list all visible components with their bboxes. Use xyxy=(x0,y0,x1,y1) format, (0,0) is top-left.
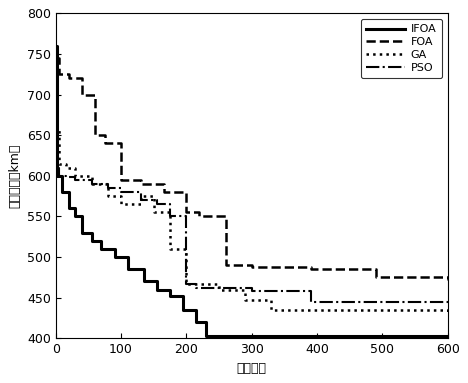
FOA xyxy=(183,210,189,214)
GA xyxy=(445,310,451,314)
FOA xyxy=(53,56,58,60)
Legend: IFOA, FOA, GA, PSO: IFOA, FOA, GA, PSO xyxy=(361,19,442,79)
FOA xyxy=(249,265,255,269)
PSO xyxy=(63,175,68,180)
IFOA xyxy=(54,173,60,178)
IFOA xyxy=(66,206,72,211)
GA xyxy=(118,202,124,206)
PSO xyxy=(167,214,173,219)
PSO xyxy=(53,165,58,170)
PSO xyxy=(118,190,124,194)
GA xyxy=(242,298,248,302)
IFOA xyxy=(180,308,186,312)
FOA xyxy=(197,214,202,219)
PSO xyxy=(193,286,199,290)
FOA xyxy=(102,141,108,146)
GA xyxy=(151,210,157,214)
PSO xyxy=(73,178,78,182)
GA xyxy=(73,173,78,178)
GA xyxy=(138,194,144,198)
FOA xyxy=(161,190,166,194)
IFOA xyxy=(167,294,173,298)
GA xyxy=(56,161,62,166)
FOA xyxy=(223,263,228,267)
PSO xyxy=(89,182,95,186)
IFOA xyxy=(125,267,131,272)
PSO xyxy=(154,202,160,206)
IFOA xyxy=(53,44,58,48)
FOA xyxy=(445,277,451,282)
IFOA xyxy=(89,239,95,243)
GA xyxy=(269,308,274,312)
FOA xyxy=(79,92,85,97)
GA xyxy=(53,125,58,129)
IFOA xyxy=(203,334,209,338)
IFOA xyxy=(79,230,85,235)
GA xyxy=(183,282,189,286)
IFOA xyxy=(99,247,104,251)
IFOA xyxy=(154,287,160,292)
GA xyxy=(89,182,95,186)
FOA xyxy=(373,275,379,280)
FOA xyxy=(66,76,72,80)
IFOA xyxy=(445,334,451,338)
FOA xyxy=(138,182,144,186)
Line: FOA: FOA xyxy=(56,58,448,280)
IFOA xyxy=(141,279,147,284)
GA xyxy=(167,247,173,251)
FOA xyxy=(92,133,98,137)
FOA xyxy=(56,72,62,77)
FOA xyxy=(118,178,124,182)
GA xyxy=(63,165,68,170)
PSO xyxy=(56,173,62,178)
X-axis label: 进化代数: 进化代数 xyxy=(237,362,267,375)
PSO xyxy=(138,198,144,203)
IFOA xyxy=(73,214,78,219)
IFOA xyxy=(59,190,65,194)
Line: IFOA: IFOA xyxy=(56,46,448,336)
IFOA xyxy=(193,320,199,324)
PSO xyxy=(445,301,451,306)
PSO xyxy=(183,282,189,286)
Line: GA: GA xyxy=(56,127,448,312)
Y-axis label: 行驶距离（km）: 行驶距离（km） xyxy=(8,144,22,208)
Line: PSO: PSO xyxy=(56,168,448,303)
PSO xyxy=(308,300,314,304)
GA xyxy=(216,287,222,292)
FOA xyxy=(308,267,314,272)
PSO xyxy=(249,289,255,293)
GA xyxy=(105,194,111,198)
IFOA xyxy=(112,255,117,259)
PSO xyxy=(105,186,111,190)
